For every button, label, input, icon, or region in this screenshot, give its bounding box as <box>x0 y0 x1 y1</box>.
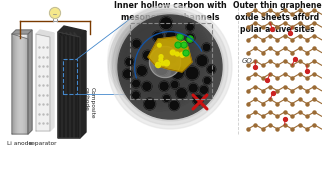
Circle shape <box>153 31 163 42</box>
Circle shape <box>182 41 185 45</box>
Polygon shape <box>58 26 86 37</box>
Circle shape <box>161 47 169 56</box>
Polygon shape <box>80 31 86 138</box>
Text: Inner hollow carbon with
mesoporous channels: Inner hollow carbon with mesoporous chan… <box>114 1 226 22</box>
Circle shape <box>175 42 181 48</box>
Circle shape <box>199 85 208 94</box>
Circle shape <box>132 79 140 88</box>
Circle shape <box>187 36 193 42</box>
Circle shape <box>176 88 187 99</box>
Circle shape <box>171 66 185 79</box>
Text: Li anode: Li anode <box>7 141 33 146</box>
Text: Composite
cathode: Composite cathode <box>84 87 94 119</box>
Circle shape <box>160 17 173 30</box>
Polygon shape <box>12 34 28 134</box>
Text: separator: separator <box>29 141 57 146</box>
Circle shape <box>185 33 195 43</box>
Polygon shape <box>16 34 18 134</box>
Circle shape <box>185 66 199 80</box>
Circle shape <box>159 81 169 91</box>
Circle shape <box>155 62 168 76</box>
Circle shape <box>169 100 179 111</box>
Circle shape <box>181 42 187 48</box>
Circle shape <box>175 52 179 56</box>
Circle shape <box>157 43 161 47</box>
Circle shape <box>156 62 161 68</box>
Circle shape <box>203 77 211 85</box>
Circle shape <box>132 91 140 99</box>
Polygon shape <box>36 34 50 131</box>
Polygon shape <box>12 34 14 134</box>
Circle shape <box>180 52 185 57</box>
Circle shape <box>202 43 211 52</box>
Polygon shape <box>148 37 192 72</box>
Polygon shape <box>22 34 24 134</box>
Circle shape <box>132 39 141 48</box>
Circle shape <box>161 62 165 65</box>
Polygon shape <box>12 30 32 34</box>
Circle shape <box>159 58 163 62</box>
Circle shape <box>193 94 203 105</box>
Polygon shape <box>24 34 26 134</box>
Polygon shape <box>18 34 20 134</box>
Circle shape <box>116 13 224 121</box>
Circle shape <box>149 46 181 78</box>
Circle shape <box>167 54 177 64</box>
Circle shape <box>112 9 228 125</box>
Polygon shape <box>28 30 32 134</box>
Circle shape <box>125 57 134 67</box>
Circle shape <box>196 55 208 67</box>
Circle shape <box>188 83 198 93</box>
Text: GO: GO <box>242 58 253 64</box>
Polygon shape <box>36 30 54 37</box>
Circle shape <box>170 50 175 55</box>
Text: Outer thin graphene
oxide sheets afford
polar active sites: Outer thin graphene oxide sheets afford … <box>233 1 321 34</box>
Circle shape <box>144 98 156 110</box>
Circle shape <box>108 5 232 129</box>
Circle shape <box>123 69 133 79</box>
Circle shape <box>164 60 169 66</box>
Circle shape <box>171 81 179 89</box>
Circle shape <box>163 94 171 102</box>
Circle shape <box>176 47 188 59</box>
Circle shape <box>142 81 152 91</box>
Polygon shape <box>14 34 16 134</box>
Polygon shape <box>26 34 28 134</box>
Polygon shape <box>58 32 80 138</box>
Circle shape <box>50 8 61 19</box>
Circle shape <box>177 34 183 40</box>
Circle shape <box>166 30 176 41</box>
Circle shape <box>118 15 222 119</box>
Circle shape <box>159 55 163 59</box>
Circle shape <box>186 23 194 31</box>
Circle shape <box>143 50 153 61</box>
Polygon shape <box>50 33 54 131</box>
Circle shape <box>137 65 147 76</box>
Polygon shape <box>20 34 22 134</box>
Circle shape <box>207 65 216 74</box>
Circle shape <box>183 50 189 56</box>
